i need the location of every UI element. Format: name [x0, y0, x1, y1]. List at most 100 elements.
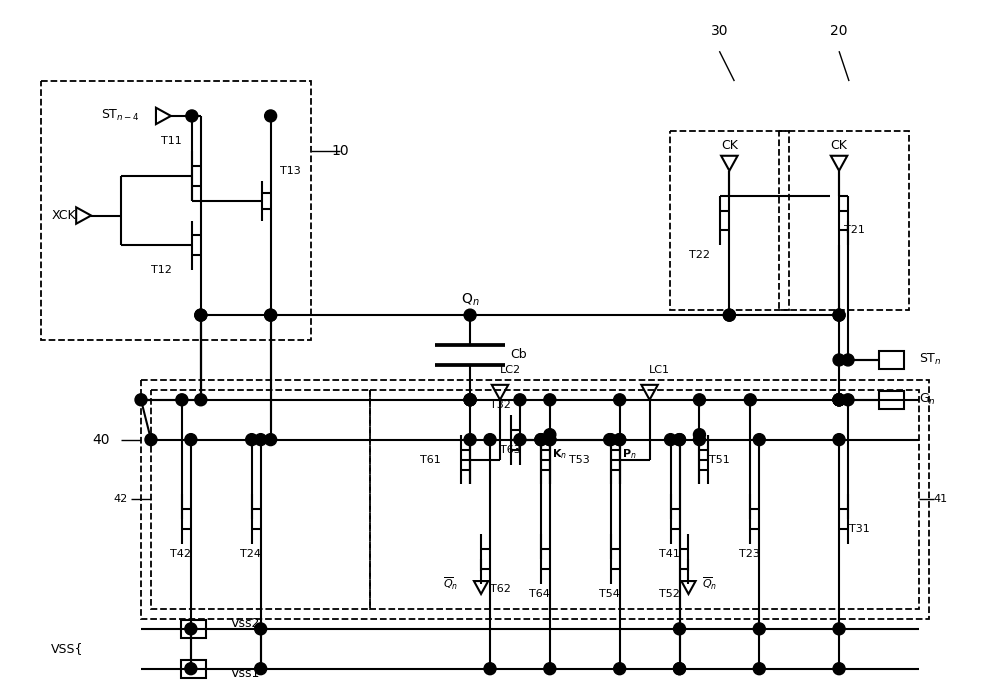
Circle shape: [833, 394, 845, 406]
Text: 20: 20: [830, 24, 848, 38]
Text: LC2: LC2: [499, 365, 521, 375]
Circle shape: [833, 394, 845, 406]
Circle shape: [265, 434, 277, 446]
Text: T63: T63: [500, 445, 520, 455]
Circle shape: [723, 309, 735, 321]
Circle shape: [665, 434, 677, 446]
Circle shape: [195, 309, 207, 321]
Circle shape: [535, 434, 547, 446]
Bar: [370, 390, 919, 609]
Circle shape: [674, 663, 685, 675]
Bar: [141, 380, 929, 619]
Circle shape: [464, 394, 476, 406]
Text: Vss2: Vss2: [231, 617, 260, 631]
Circle shape: [753, 623, 765, 635]
Circle shape: [544, 434, 556, 446]
Circle shape: [145, 434, 157, 446]
Circle shape: [833, 663, 845, 675]
Text: T42: T42: [170, 549, 191, 559]
Bar: [879, 391, 904, 409]
Circle shape: [484, 434, 496, 446]
Circle shape: [544, 429, 556, 441]
Text: 10: 10: [332, 143, 349, 158]
Text: T24: T24: [240, 549, 261, 559]
Circle shape: [614, 434, 626, 446]
Text: 40: 40: [92, 432, 110, 446]
Bar: [879, 351, 904, 369]
Circle shape: [185, 663, 197, 675]
Circle shape: [674, 663, 685, 675]
Circle shape: [693, 429, 705, 441]
Circle shape: [674, 434, 685, 446]
Circle shape: [544, 434, 556, 446]
Circle shape: [833, 394, 845, 406]
Text: Q$_n$: Q$_n$: [461, 292, 479, 308]
Circle shape: [535, 434, 547, 446]
Circle shape: [464, 434, 476, 446]
Text: T61: T61: [420, 455, 441, 464]
Circle shape: [255, 663, 267, 675]
Text: ST$_n$: ST$_n$: [919, 353, 941, 367]
Circle shape: [195, 309, 207, 321]
Text: P$_n$: P$_n$: [622, 448, 637, 462]
Text: T32: T32: [490, 400, 510, 410]
Circle shape: [265, 309, 277, 321]
Circle shape: [723, 309, 735, 321]
Text: T13: T13: [280, 166, 301, 176]
Circle shape: [833, 394, 845, 406]
Bar: [779, 131, 909, 310]
Text: T64: T64: [529, 589, 550, 599]
Bar: [181, 660, 206, 678]
Circle shape: [842, 394, 854, 406]
Circle shape: [195, 394, 207, 406]
Circle shape: [753, 434, 765, 446]
Circle shape: [464, 309, 476, 321]
Circle shape: [185, 434, 197, 446]
Text: $\overline{Q}$$_n$: $\overline{Q}$$_n$: [443, 576, 458, 593]
Bar: [151, 390, 370, 609]
Circle shape: [833, 309, 845, 321]
Text: G$_n$: G$_n$: [919, 392, 936, 407]
Text: T62: T62: [490, 584, 510, 594]
Text: T12: T12: [151, 265, 171, 275]
Circle shape: [265, 309, 277, 321]
Text: ST$_{n-4}$: ST$_{n-4}$: [101, 108, 140, 123]
Circle shape: [604, 434, 616, 446]
Bar: [670, 131, 789, 310]
Circle shape: [464, 394, 476, 406]
Text: $\overline{Q}$$_n$: $\overline{Q}$$_n$: [702, 576, 717, 593]
Circle shape: [693, 434, 705, 446]
Text: T23: T23: [739, 549, 760, 559]
Text: K$_n$: K$_n$: [552, 448, 567, 462]
Text: T52: T52: [659, 589, 680, 599]
Text: Cb: Cb: [510, 349, 527, 362]
Text: T53: T53: [569, 455, 590, 464]
Circle shape: [185, 623, 197, 635]
Circle shape: [484, 663, 496, 675]
Text: T11: T11: [161, 136, 181, 146]
Bar: [181, 620, 206, 638]
Circle shape: [265, 110, 277, 122]
Circle shape: [833, 434, 845, 446]
Circle shape: [614, 434, 626, 446]
Circle shape: [674, 623, 685, 635]
Circle shape: [544, 663, 556, 675]
Circle shape: [514, 394, 526, 406]
Text: LC1: LC1: [649, 365, 670, 375]
Text: 42: 42: [114, 494, 128, 505]
Circle shape: [833, 354, 845, 366]
Circle shape: [674, 434, 685, 446]
Circle shape: [605, 434, 617, 446]
Circle shape: [614, 663, 626, 675]
Text: CK: CK: [831, 139, 847, 152]
Circle shape: [176, 394, 188, 406]
Circle shape: [255, 623, 267, 635]
Text: 41: 41: [934, 494, 948, 505]
Text: 30: 30: [711, 24, 728, 38]
Circle shape: [186, 110, 198, 122]
Text: T22: T22: [689, 250, 710, 261]
Circle shape: [833, 623, 845, 635]
Circle shape: [842, 354, 854, 366]
Circle shape: [464, 394, 476, 406]
Circle shape: [135, 394, 147, 406]
